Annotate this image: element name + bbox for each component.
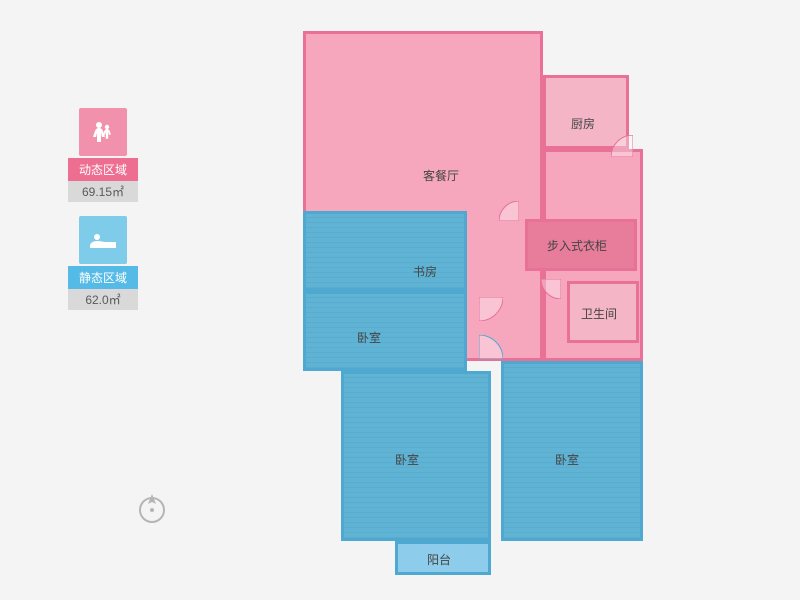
static-zone-icon (79, 216, 127, 264)
legend-title: 静态区域 (68, 266, 138, 289)
legend-dynamic: 动态区域69.15㎡ (68, 108, 138, 202)
room-label-study: 书房 (413, 263, 437, 280)
legend-static: 静态区域62.0㎡ (68, 216, 138, 310)
room-label-closet: 步入式衣柜 (547, 237, 607, 254)
legend-value: 62.0㎡ (68, 289, 138, 310)
room-label-kitchen: 厨房 (571, 115, 595, 132)
door-arc-0 (479, 297, 503, 321)
door-arc-1 (479, 335, 503, 359)
room-bed_nw (303, 291, 467, 371)
room-label-bed_se: 卧室 (555, 451, 579, 468)
room-label-bath: 卫生间 (581, 305, 617, 322)
door-arc-2 (499, 201, 519, 221)
legend-title: 动态区域 (68, 158, 138, 181)
compass-icon (134, 490, 170, 526)
legend-value: 69.15㎡ (68, 181, 138, 202)
door-arc-4 (611, 135, 633, 157)
floorplan-canvas: 动态区域69.15㎡静态区域62.0㎡客餐厅厨房步入式衣柜卫生间书房卧室卧室卧室… (0, 0, 800, 600)
room-label-living: 客餐厅 (423, 167, 459, 184)
door-arc-3 (541, 279, 561, 299)
room-label-balcony: 阳台 (427, 551, 451, 568)
dynamic-zone-icon (79, 108, 127, 156)
room-label-bed_sw: 卧室 (395, 451, 419, 468)
room-study (303, 211, 467, 291)
room-label-bed_nw: 卧室 (357, 329, 381, 346)
